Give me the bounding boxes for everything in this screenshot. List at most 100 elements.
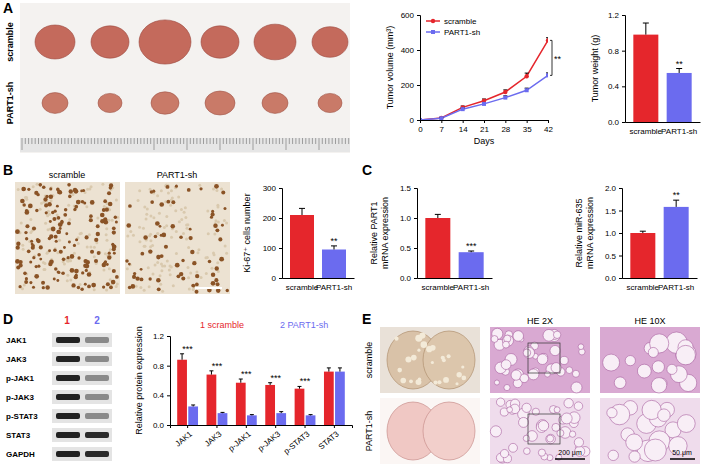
tick-label: PART1-sh [658,283,694,292]
tick-mark [505,120,506,123]
tick-label: 0 [272,274,277,283]
stained-nucleus [140,252,144,256]
stained-nucleus [87,285,91,289]
stained-nucleus [190,250,194,254]
ruler-tick [144,138,145,144]
x-tick: 0 [418,120,423,134]
ruler-tick [45,138,46,144]
stained-nucleus [73,244,76,247]
bar [322,250,346,279]
ruler-tick [249,138,250,144]
ruler-tick [243,138,244,144]
stained-nucleus [64,208,68,212]
tick-label: 1.0 [400,214,412,223]
stained-nucleus [131,284,136,289]
stained-nucleus [70,268,75,273]
alveolus [578,344,584,350]
texture [170,189,173,192]
stained-nucleus [75,238,78,241]
alveolus [625,356,635,366]
tick-mark [187,425,188,428]
texture [43,268,46,271]
texture [32,185,35,188]
alveolus [677,415,695,433]
bar [630,233,655,278]
texture [180,208,183,211]
texture [158,212,161,215]
ruler-tick [289,138,290,144]
ruler [20,138,350,152]
stained-nucleus [32,256,35,259]
stained-nucleus [32,226,36,230]
axis-line [167,337,171,426]
texture [200,276,203,279]
stained-nucleus [69,189,73,193]
texture [142,227,145,230]
ruler-tick [196,138,197,144]
tick-label: 100 [263,244,277,253]
bar [425,218,450,278]
stained-nucleus [18,285,21,288]
legend-label: 2 PART1-sh [280,320,328,330]
blot-label: p-JAK3 [6,393,35,402]
texture [109,248,112,251]
stained-nucleus [58,271,61,274]
stained-nucleus [111,280,116,285]
ruler-tick [210,138,211,144]
tick-mark [279,188,282,189]
stained-nucleus [132,275,136,279]
image-label: scramble [49,170,86,180]
texture [166,260,169,263]
stained-nucleus [108,252,111,255]
ruler-tick [315,138,316,144]
tick-label: p-JAK1 [227,429,253,453]
stained-nucleus [23,272,27,276]
ruler-tick [71,138,72,144]
stained-nucleus [148,277,151,280]
alveolus [607,408,617,418]
tick-label: STAT3 [317,429,341,451]
stained-nucleus [112,226,116,230]
stained-nucleus [45,285,49,289]
panel-letter: A [3,0,13,16]
texture [215,189,218,192]
stained-nucleus [57,230,61,234]
metastatic-nodule [455,382,458,385]
tumor [151,92,179,114]
blot-strip [52,333,112,347]
texture [156,261,159,264]
y-axis-title: Tumor volume (mm³) [385,26,395,110]
texture [168,269,171,272]
texture [116,282,119,285]
bar [247,415,257,425]
texture [63,263,66,266]
stained-nucleus [103,199,107,203]
legend-label: 1 scramble [200,320,244,330]
y-axis-title: Relative miR-635 [574,198,584,267]
tick-mark [414,278,417,279]
texture [129,230,132,233]
stained-nucleus [34,274,39,279]
texture [46,252,49,255]
y-axis: 0.00.51.01.5 [400,184,418,283]
band [56,432,80,438]
y-tick: 0 [272,274,282,283]
texture [69,279,72,282]
texture [36,183,39,186]
texture [138,240,141,243]
ruler-tick [28,138,29,144]
stained-nucleus [162,233,167,238]
ruler-tick [348,138,349,144]
ruler-tick [97,138,98,144]
bar [236,383,246,425]
alveolus [524,448,531,455]
x-tick: p-JAK1 [227,425,253,453]
scale-bar-label: 50 μm [672,449,692,457]
texture [216,204,219,207]
ruler-tick [223,138,224,144]
error-cap [221,412,225,413]
tick-label: 0.0 [153,421,165,430]
ruler-tick [101,138,102,144]
tick-mark [279,218,282,219]
ruler-tick [107,138,108,144]
